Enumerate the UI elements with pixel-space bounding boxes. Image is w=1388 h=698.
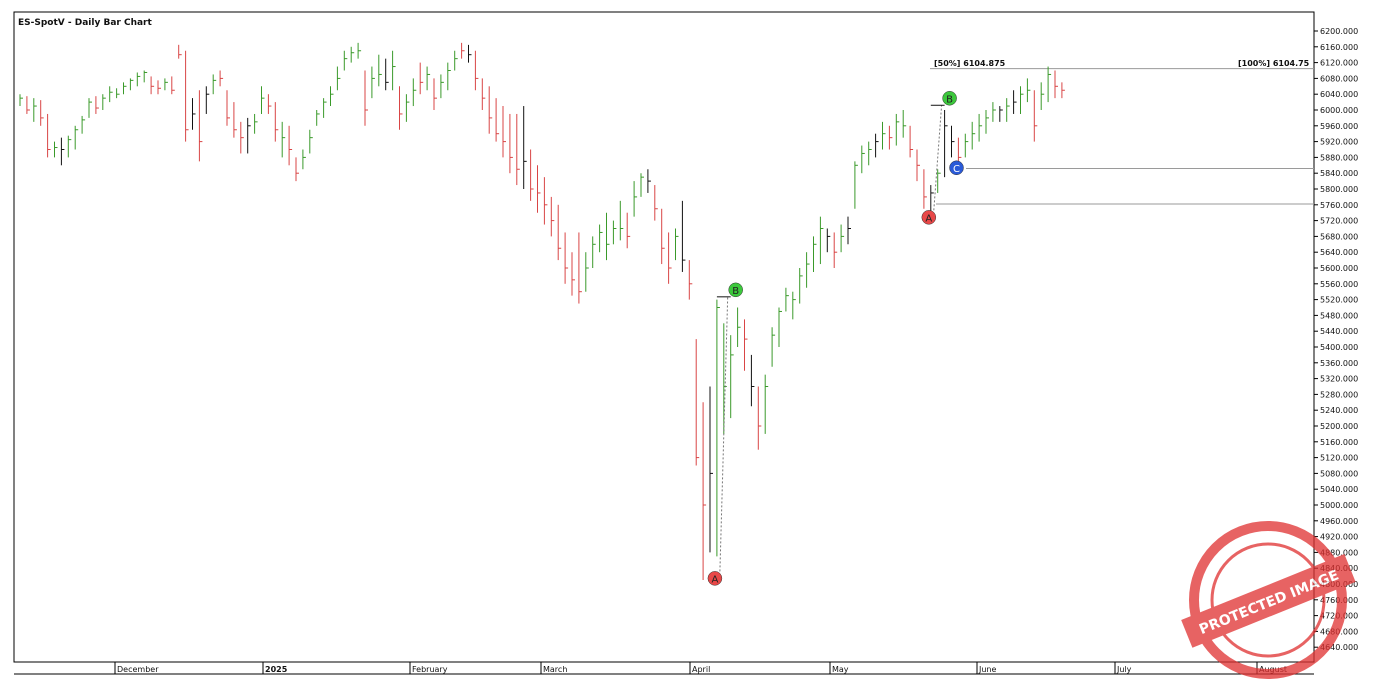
wave-marker-b (728, 282, 743, 298)
y-tick-label: 6000.000 (1320, 106, 1358, 115)
wave-marker-label: A (711, 574, 718, 585)
x-tick-label: June (978, 665, 997, 674)
fib-100-label: [100%] 6104.75 (1238, 59, 1310, 68)
y-tick-label: 6120.000 (1320, 59, 1358, 68)
y-tick-label: 5560.000 (1320, 280, 1358, 289)
stamp-outer-ring (1189, 521, 1347, 679)
y-tick-label: 4920.000 (1320, 533, 1358, 542)
stamp-inner-ring (1210, 542, 1326, 658)
chart-title: ES-SpotV - Daily Bar Chart (18, 18, 152, 28)
x-tick-label: July (1116, 665, 1132, 674)
y-tick-label: 5080.000 (1320, 469, 1358, 478)
y-tick-label: 5840.000 (1320, 169, 1358, 178)
x-tick-label: December (117, 665, 159, 674)
y-tick-label: 5640.000 (1320, 248, 1358, 257)
wave-marker-label: B (946, 94, 953, 105)
wave-marker-label: B (732, 286, 739, 297)
y-tick-label: 5400.000 (1320, 343, 1358, 352)
y-tick-label: 4960.000 (1320, 517, 1358, 526)
wave-marker-b (942, 91, 957, 106)
fib-50-label: [50%] 6104.875 (934, 59, 1006, 68)
fib-levels (930, 68, 1314, 205)
y-tick-label: 5480.000 (1320, 311, 1358, 320)
y-tick-label: 5600.000 (1320, 264, 1358, 273)
y-tick-label: 5320.000 (1320, 375, 1358, 384)
y-tick-label: 5960.000 (1320, 122, 1358, 131)
y-tick-label: 5520.000 (1320, 296, 1358, 305)
x-tick-label: February (412, 665, 448, 674)
x-tick-label: 2025 (265, 665, 288, 674)
y-tick-label: 5160.000 (1320, 438, 1358, 447)
wave-markers: A B A B C (707, 91, 964, 586)
y-tick-label: 5680.000 (1320, 232, 1358, 241)
y-tick-label: 5800.000 (1320, 185, 1358, 194)
y-tick-label: 6160.000 (1320, 43, 1358, 52)
wave-connector (933, 105, 943, 211)
y-tick-label: 5280.000 (1320, 390, 1358, 399)
x-tick-label: March (543, 665, 567, 674)
y-tick-label: 5040.000 (1320, 485, 1358, 494)
x-tick-label: April (692, 665, 710, 674)
time-axis: December 2025 February March April May June Jul… (14, 662, 1314, 675)
wave-marker-label: C (953, 164, 960, 175)
y-tick-label: 4880.000 (1320, 548, 1358, 557)
price-bars (19, 42, 1065, 581)
x-tick-label: May (832, 665, 849, 674)
wave-marker-label: A (925, 213, 932, 224)
y-tick-label: 5000.000 (1320, 501, 1358, 510)
plot-area (13, 11, 1315, 663)
y-tick-label: 4640.000 (1320, 643, 1358, 652)
wave-marker-a (707, 571, 723, 586)
y-tick-label: 5120.000 (1320, 454, 1358, 463)
y-tick-label: 5440.000 (1320, 327, 1358, 336)
y-tick-label: 6200.000 (1320, 27, 1358, 36)
wave-marker-a (921, 210, 937, 225)
y-tick-label: 6080.000 (1320, 74, 1358, 83)
y-tick-label: 5760.000 (1320, 201, 1358, 210)
y-tick-label: 5720.000 (1320, 217, 1358, 226)
y-tick-label: 5200.000 (1320, 422, 1358, 431)
y-tick-label: 5880.000 (1320, 153, 1358, 162)
wave-marker-c (949, 160, 964, 176)
y-tick-label: 5360.000 (1320, 359, 1358, 368)
y-tick-label: 6040.000 (1320, 90, 1358, 99)
stamp-banner (1181, 554, 1356, 648)
y-tick-label: 5240.000 (1320, 406, 1358, 415)
y-tick-label: 5920.000 (1320, 138, 1358, 147)
wave-connector (719, 296, 729, 572)
